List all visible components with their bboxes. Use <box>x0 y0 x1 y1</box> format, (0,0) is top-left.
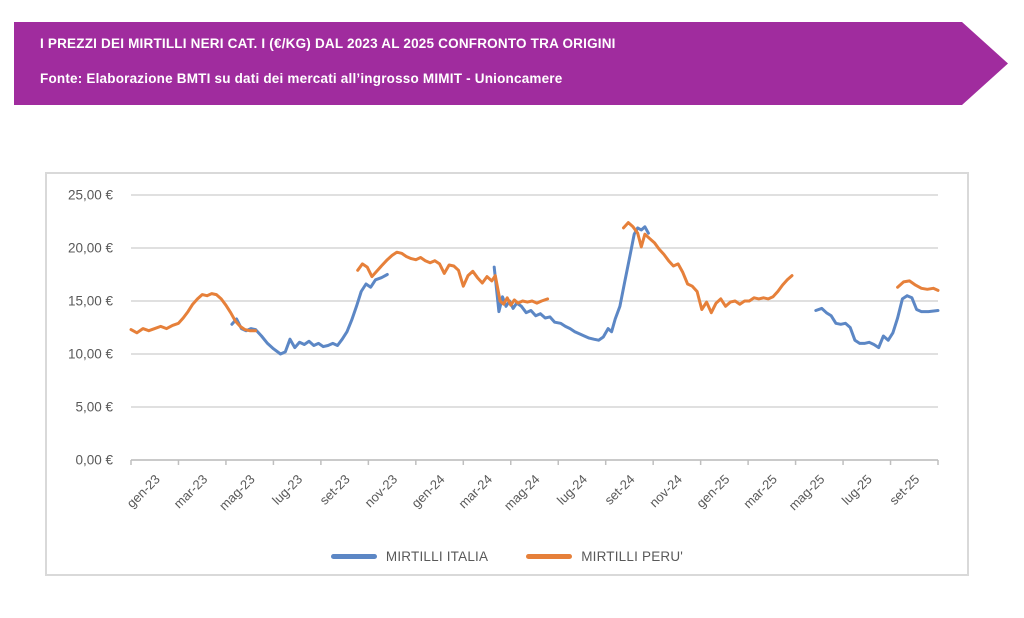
series-line-mirtilli-peru <box>622 221 794 315</box>
legend-line-swatch-italia <box>330 554 377 559</box>
x-axis-tick-label: mag-23 <box>216 472 258 514</box>
x-axis-tick-label: mar-23 <box>171 472 211 512</box>
legend-item-peru: MIRTILLI PERU' <box>526 549 683 564</box>
y-axis-tick-label: 25,00 € <box>68 188 114 203</box>
x-axis-tick-label: lug-25 <box>839 472 875 508</box>
y-axis-tick-label: 20,00 € <box>68 241 114 256</box>
x-axis-tick-label: mar-24 <box>455 472 495 512</box>
series-line-mirtilli-peru <box>896 279 940 292</box>
legend-label-peru: MIRTILLI PERU' <box>581 549 684 564</box>
x-axis-tick-label: nov-23 <box>361 472 400 511</box>
x-axis-tick-label: gen-25 <box>693 472 732 511</box>
header-banner: I PREZZI DEI MIRTILLI NERI CAT. I (€/KG)… <box>14 22 1008 105</box>
x-axis-tick-label: mag-25 <box>786 472 828 514</box>
legend-label-italia: MIRTILLI ITALIA <box>385 549 489 564</box>
series-line-mirtilli-peru <box>129 292 258 335</box>
x-axis-tick-label: gen-24 <box>408 472 447 511</box>
x-axis-tick-label: set-25 <box>886 472 922 508</box>
x-axis-tick-label: set-24 <box>601 472 637 508</box>
source-caption: Fonte: Elaborazione BMTI su dati dei mer… <box>40 71 563 86</box>
series-line-mirtilli-peru <box>356 250 550 307</box>
y-axis-tick-label: 0,00 € <box>75 453 113 468</box>
x-axis-tick-label: nov-24 <box>646 472 685 511</box>
series-line-mirtilli-italia <box>492 225 650 342</box>
x-axis-tick-label: gen-23 <box>124 472 163 511</box>
y-axis-tick-label: 5,00 € <box>75 400 113 415</box>
x-axis-tick-label: lug-24 <box>554 472 590 508</box>
price-line-chart: 0,00 € 5,00 € 10,00 € 15,00 € 20,00 € 25,00 €… <box>68 188 940 514</box>
x-axis-tick-label: mag-24 <box>501 472 543 514</box>
y-axis-tick-label: 10,00 € <box>68 347 114 362</box>
legend-item-italia: MIRTILLI ITALIA <box>330 549 489 564</box>
x-axis-tick-label: mar-25 <box>740 472 780 512</box>
y-axis-tick-label: 15,00 € <box>68 294 114 309</box>
x-axis-tick-label: set-23 <box>317 472 353 508</box>
chart-legend: MIRTILLI ITALIA MIRTILLI PERU' <box>47 549 967 564</box>
legend-line-swatch-peru <box>526 554 573 559</box>
series-line-mirtilli-italia <box>230 273 389 356</box>
page-title: I PREZZI DEI MIRTILLI NERI CAT. I (€/KG)… <box>40 36 616 51</box>
series-line-mirtilli-italia <box>814 294 940 350</box>
chart-card: 0,00 € 5,00 € 10,00 € 15,00 € 20,00 € 25,00 €… <box>45 172 969 576</box>
x-axis-tick-label: lug-23 <box>269 472 305 508</box>
